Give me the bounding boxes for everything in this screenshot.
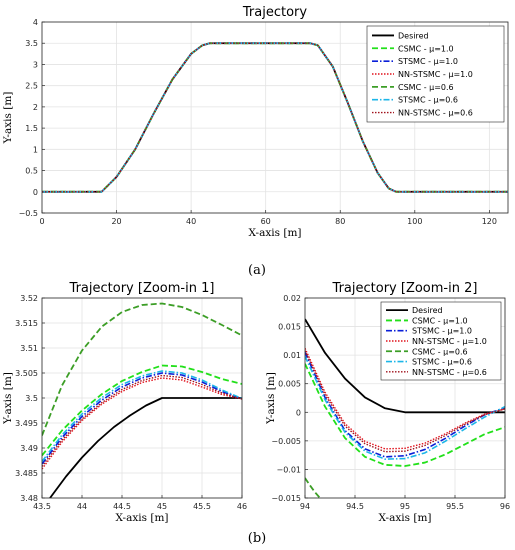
y-tick-label: 0 xyxy=(296,408,301,417)
y-axis-label: Y-axis [m] xyxy=(2,372,14,425)
x-tick-label: 100 xyxy=(407,217,422,226)
y-axis-label: Y-axis [m] xyxy=(265,372,277,425)
x-tick-label: 43.5 xyxy=(33,502,51,511)
y-tick-label: 1 xyxy=(33,145,38,154)
y-tick-label: −0.005 xyxy=(271,437,301,446)
x-tick-label: 120 xyxy=(482,217,497,226)
x-tick-label: 40 xyxy=(186,217,196,226)
series-line-csmc-mu-0-6 xyxy=(42,302,242,436)
series-line-csmc-mu-0-6 xyxy=(305,477,321,498)
y-tick-label: −0.5 xyxy=(19,209,38,218)
x-tick-label: 46 xyxy=(237,502,247,511)
y-tick-label: −0.01 xyxy=(276,465,301,474)
legend-label-stsmc-mu-1-0: STSMC - μ=1.0 xyxy=(398,57,458,66)
legend-label-stsmc-mu-0-6: STSMC - μ=0.6 xyxy=(412,358,472,367)
series-line-stsmc-mu-0-6 xyxy=(305,355,505,460)
x-axis-label: X-axis [m] xyxy=(115,512,168,524)
chart-title: Trajectory [Zoom-in 2] xyxy=(332,281,478,296)
series-group xyxy=(42,42,508,193)
caption-b: (b) xyxy=(248,531,266,546)
y-tick-label: −0.015 xyxy=(271,494,301,503)
legend-box xyxy=(366,25,505,123)
series-line-csmc-mu-1-0 xyxy=(42,364,242,457)
x-tick-label: 45 xyxy=(157,502,167,511)
y-tick-label: 3.5 xyxy=(25,394,38,403)
series-line-stsmc-mu-1-0 xyxy=(305,351,505,458)
caption-a: (a) xyxy=(248,263,266,278)
legend-label-nn-stsmc-mu-1-0: NN-STSMC - μ=1.0 xyxy=(398,70,473,79)
y-tick-label: 0.5 xyxy=(25,167,38,176)
y-tick-label: 0.005 xyxy=(278,380,301,389)
y-tick-label: 4 xyxy=(33,18,38,27)
x-tick-label: 45.5 xyxy=(193,502,211,511)
x-tick-label: 95.5 xyxy=(446,502,464,511)
series-line-nn-stsmc-mu-0-6 xyxy=(42,42,508,193)
y-tick-label: 3.52 xyxy=(20,294,38,303)
legend: Desired CSMC - μ=1.0 STSMC - μ=1.0 NN-STSMC… xyxy=(366,25,505,123)
legend-label-desired: Desired xyxy=(398,31,429,40)
legend-label-nn-stsmc-mu-0-6: NN-STSMC - μ=0.6 xyxy=(398,109,473,118)
series-group xyxy=(305,318,505,498)
y-tick-label: 3.5 xyxy=(25,39,38,48)
y-tick-label: 3.48 xyxy=(20,494,38,503)
series-group xyxy=(42,302,242,498)
y-tick-label: 1.5 xyxy=(25,124,38,133)
x-axis-label: X-axis [m] xyxy=(378,512,431,524)
y-axis-label: Y-axis [m] xyxy=(2,92,14,145)
y-tick-label: 3.495 xyxy=(15,419,38,428)
legend-label-csmc-mu-1-0: CSMC - μ=1.0 xyxy=(398,44,454,53)
series-line-nn-stsmc-mu-1-0 xyxy=(305,348,505,450)
x-axis-label: X-axis [m] xyxy=(248,227,301,239)
x-tick-label: 20 xyxy=(111,217,121,226)
axes-frame xyxy=(41,21,509,214)
x-tick-label: 60 xyxy=(261,217,271,226)
legend-label-stsmc-mu-0-6: STSMC - μ=0.6 xyxy=(398,96,458,105)
x-tick-label: 94.5 xyxy=(346,502,364,511)
y-tick-label: 3.51 xyxy=(20,344,38,353)
y-tick-label: 2 xyxy=(33,103,38,112)
x-tick-label: 44.5 xyxy=(113,502,131,511)
series-line-desired xyxy=(49,397,242,498)
y-tick-label: 3.49 xyxy=(20,444,38,453)
legend-label-csmc-mu-0-6: CSMC - μ=0.6 xyxy=(398,83,454,92)
y-tick-label: 2.5 xyxy=(25,82,38,91)
x-tick-label: 94 xyxy=(300,502,310,511)
legend-label-csmc-mu-0-6: CSMC - μ=0.6 xyxy=(412,347,468,356)
y-tick-label: 3 xyxy=(33,60,38,69)
axes-frame xyxy=(304,297,506,499)
chart-title: Trajectory xyxy=(242,5,307,20)
y-tick-label: 0.01 xyxy=(283,351,301,360)
y-tick-label: 0.015 xyxy=(278,323,301,332)
y-tick-label: 0 xyxy=(33,188,38,197)
x-tick-label: 96 xyxy=(500,502,510,511)
chart-trajectory-zoom-in-2: 94 94.5 95 95.5 96 −0.015 −0.01 −0.005 0 0.005 0.0… xyxy=(265,281,510,524)
legend-label-nn-stsmc-mu-0-6: NN-STSMC - μ=0.6 xyxy=(412,368,487,377)
x-tick-label: 44 xyxy=(77,502,87,511)
legend-label-nn-stsmc-mu-1-0: NN-STSMC - μ=1.0 xyxy=(412,337,487,346)
chart-trajectory-zoom-in-1: 43.5 44 44.5 45 45.5 46 3.48 3.485 3.49 3.495 3.5 3… xyxy=(2,281,247,524)
chart-title: Trajectory [Zoom-in 1] xyxy=(69,281,215,296)
axes-frame xyxy=(41,297,243,499)
x-tick-label: 95 xyxy=(400,502,410,511)
series-line-desired xyxy=(305,318,505,414)
series-line-csmc-mu-1-0 xyxy=(305,363,505,467)
y-tick-label: 3.515 xyxy=(15,319,38,328)
y-tick-label: 3.485 xyxy=(15,469,38,478)
legend-label-csmc-mu-1-0: CSMC - μ=1.0 xyxy=(412,316,468,325)
x-tick-label: 0 xyxy=(39,217,44,226)
legend-label-desired: Desired xyxy=(412,306,443,315)
series-line-nn-stsmc-mu-0-6 xyxy=(305,350,505,453)
chart-trajectory: 0 20 40 60 80 100 120−0.500.511.522.533.54Traj… xyxy=(2,5,509,239)
legend-label-stsmc-mu-1-0: STSMC - μ=1.0 xyxy=(412,327,472,336)
y-tick-label: 0.02 xyxy=(283,294,301,303)
x-tick-label: 80 xyxy=(335,217,345,226)
y-tick-label: 3.505 xyxy=(15,369,38,378)
